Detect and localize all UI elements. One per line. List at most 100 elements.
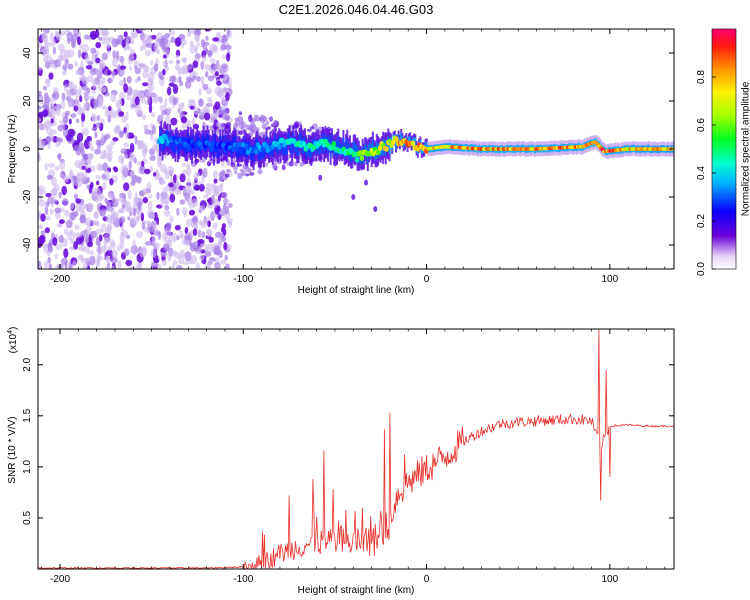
noise-speckle bbox=[186, 163, 191, 170]
noise-speckle bbox=[46, 126, 53, 136]
noise-speckle bbox=[86, 184, 90, 190]
noise-speckle bbox=[75, 69, 83, 76]
noise-speckle bbox=[198, 205, 203, 211]
noise-speckle bbox=[210, 57, 216, 65]
noise-speckle bbox=[215, 121, 222, 127]
ridge-band bbox=[368, 144, 371, 157]
ridge-band bbox=[260, 144, 263, 160]
noise-speckle bbox=[94, 131, 98, 139]
ridge-band bbox=[220, 144, 223, 156]
noise-speckle bbox=[89, 181, 94, 189]
noise-speckle bbox=[181, 162, 186, 167]
noise-speckle bbox=[108, 193, 113, 199]
snr-y-scale: (x104) bbox=[7, 327, 19, 354]
noise-speckle bbox=[83, 103, 88, 111]
noise-speckle bbox=[151, 34, 157, 40]
noise-speckle bbox=[184, 251, 192, 262]
noise-speckle bbox=[204, 244, 209, 253]
noise-speckle bbox=[122, 204, 126, 209]
noise-speckle bbox=[61, 185, 67, 196]
noise-speckle bbox=[105, 42, 111, 49]
noise-speckle bbox=[121, 115, 127, 123]
noise-speckle bbox=[146, 38, 153, 44]
noise-speckle bbox=[223, 74, 228, 82]
noise-speckle bbox=[182, 57, 188, 64]
ridge-blob bbox=[318, 174, 323, 181]
noise-speckle bbox=[42, 85, 48, 91]
ridge-band bbox=[293, 141, 296, 153]
noise-speckle bbox=[118, 80, 125, 87]
spectrogram-x-label: Height of straight line (km) bbox=[298, 285, 415, 296]
noise-speckle bbox=[63, 228, 69, 236]
noise-speckle bbox=[207, 220, 212, 228]
noise-speckle bbox=[160, 114, 164, 120]
noise-speckle bbox=[129, 142, 135, 153]
noise-speckle bbox=[89, 30, 97, 40]
ridge-band bbox=[320, 138, 323, 153]
noise-speckle bbox=[45, 77, 51, 88]
noise-speckle bbox=[58, 234, 64, 244]
noise-speckle bbox=[213, 186, 220, 196]
ridge-core bbox=[231, 146, 236, 153]
noise-speckle bbox=[153, 43, 159, 54]
noise-speckle bbox=[46, 174, 53, 180]
noise-speckle bbox=[177, 190, 182, 195]
noise-speckle bbox=[158, 180, 166, 185]
noise-speckle bbox=[58, 191, 62, 199]
noise-speckle bbox=[219, 184, 224, 193]
ridge-band bbox=[355, 144, 358, 158]
noise-speckle bbox=[180, 116, 187, 124]
noise-speckle bbox=[136, 231, 143, 239]
noise-speckle bbox=[96, 246, 104, 255]
noise-speckle bbox=[94, 148, 101, 155]
noise-speckle bbox=[159, 105, 166, 112]
noise-speckle bbox=[38, 260, 42, 269]
ridge-core bbox=[160, 138, 165, 145]
noise-speckle bbox=[186, 166, 192, 177]
noise-speckle bbox=[80, 171, 88, 181]
noise-speckle bbox=[170, 250, 178, 257]
noise-speckle bbox=[160, 197, 164, 208]
noise-speckle bbox=[172, 84, 179, 95]
noise-speckle bbox=[130, 30, 138, 36]
noise-speckle bbox=[264, 162, 268, 167]
ridge-core bbox=[280, 137, 285, 144]
ridge-band bbox=[414, 137, 417, 145]
noise-speckle bbox=[58, 219, 65, 225]
noise-speckle bbox=[144, 124, 149, 130]
noise-speckle bbox=[216, 80, 222, 86]
noise-speckle bbox=[130, 180, 136, 186]
noise-speckle bbox=[184, 184, 192, 194]
noise-speckle bbox=[50, 118, 54, 124]
noise-speckle bbox=[193, 172, 199, 181]
noise-speckle bbox=[86, 249, 90, 255]
noise-speckle bbox=[204, 63, 211, 71]
noise-speckle bbox=[98, 96, 103, 106]
ridge-band bbox=[176, 138, 179, 155]
noise-speckle bbox=[88, 140, 93, 148]
noise-speckle bbox=[273, 120, 277, 127]
noise-speckle bbox=[123, 83, 128, 93]
noise-speckle bbox=[136, 176, 142, 184]
noise-speckle bbox=[134, 191, 138, 202]
noise-speckle bbox=[44, 215, 51, 221]
noise-speckle bbox=[142, 82, 149, 87]
noise-speckle bbox=[215, 231, 222, 238]
noise-speckle bbox=[238, 130, 244, 136]
noise-speckle bbox=[220, 43, 227, 51]
noise-speckle bbox=[101, 133, 105, 143]
noise-speckle bbox=[70, 137, 75, 145]
noise-speckle bbox=[86, 135, 92, 142]
colorbar-ticks: 0.0 0.2 0.4 0.6 0.8 bbox=[696, 70, 716, 276]
noise-speckle bbox=[91, 115, 98, 123]
noise-speckle bbox=[152, 93, 159, 102]
noise-speckle bbox=[191, 217, 198, 222]
noise-speckle bbox=[181, 123, 188, 129]
noise-speckle bbox=[85, 217, 92, 227]
noise-speckle bbox=[167, 253, 172, 262]
noise-speckle bbox=[48, 162, 56, 168]
noise-speckle bbox=[119, 216, 126, 224]
noise-speckle bbox=[74, 224, 80, 231]
noise-speckle bbox=[191, 254, 197, 265]
ridge-band bbox=[289, 137, 292, 152]
